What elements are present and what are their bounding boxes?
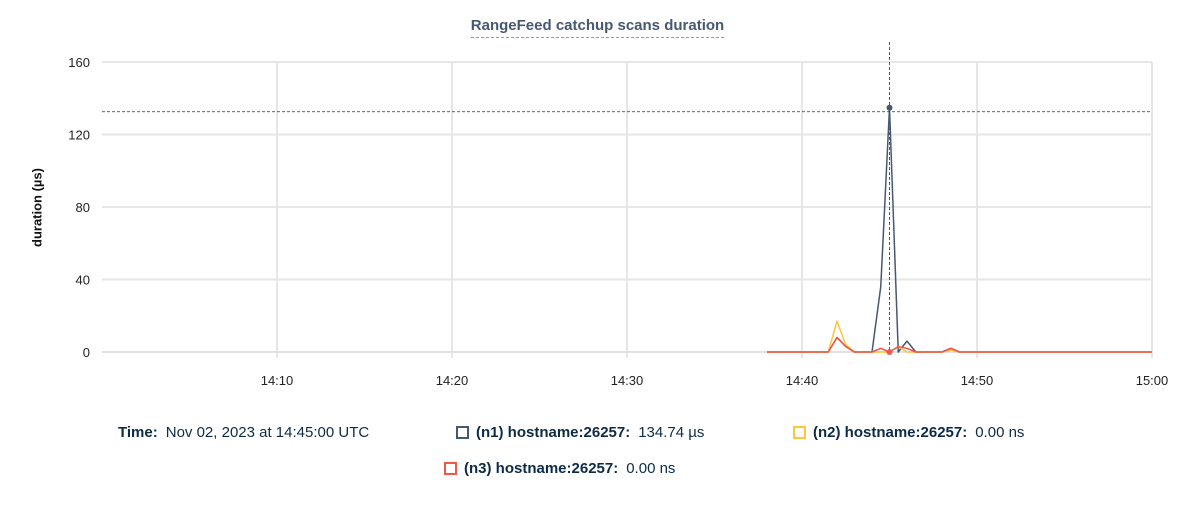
legend-label: (n3) hostname:26257: [464, 460, 619, 477]
chart-title[interactable]: RangeFeed catchup scans duration [0, 17, 1195, 38]
y-tick-label: 40 [76, 273, 90, 288]
time-label: Time: [118, 424, 158, 441]
x-tick-label: 15:00 [1136, 373, 1169, 388]
legend-item-n1[interactable]: (n1) hostname:26257: 134.74 µs [456, 424, 704, 441]
x-tick-label: 14:30 [611, 373, 644, 388]
series-line-3 [767, 336, 1152, 353]
hover-point-3 [886, 349, 893, 355]
x-tick-label: 14:10 [261, 373, 294, 388]
y-tick-label: 80 [76, 200, 90, 215]
x-tick-label: 14:50 [961, 373, 994, 388]
series-line-1 [767, 107, 1152, 353]
legend-value: 0.00 ns [626, 460, 676, 477]
legend-item-n2[interactable]: (n2) hostname:26257: 0.00 ns [793, 424, 1024, 441]
legend-value: 0.00 ns [975, 424, 1025, 441]
y-tick-label: 120 [68, 128, 90, 143]
time-value: Nov 02, 2023 at 14:45:00 UTC [165, 424, 370, 441]
series-swatch-icon [456, 426, 469, 439]
legend-label: (n2) hostname:26257: [813, 424, 968, 441]
legend-label: (n1) hostname:26257: [476, 424, 631, 441]
series-swatch-icon [444, 462, 457, 475]
plot-area[interactable]: 0 40 80 120 160 14:10 14:20 14:30 14:40 14:50 15:0… [0, 0, 1195, 400]
legend-value: 134.74 µs [638, 424, 705, 441]
x-tick-label: 14:20 [436, 373, 469, 388]
series-line-2 [767, 320, 1152, 353]
series-swatch-icon [793, 426, 806, 439]
legend-item-n3[interactable]: (n3) hostname:26257: 0.00 ns [444, 460, 675, 477]
y-tick-label: 160 [68, 55, 90, 70]
legend-time: Time: Nov 02, 2023 at 14:45:00 UTC [118, 424, 369, 441]
y-tick-label: 0 [83, 345, 90, 360]
hover-point-1 [886, 104, 893, 111]
x-tick-label: 14:40 [786, 373, 819, 388]
